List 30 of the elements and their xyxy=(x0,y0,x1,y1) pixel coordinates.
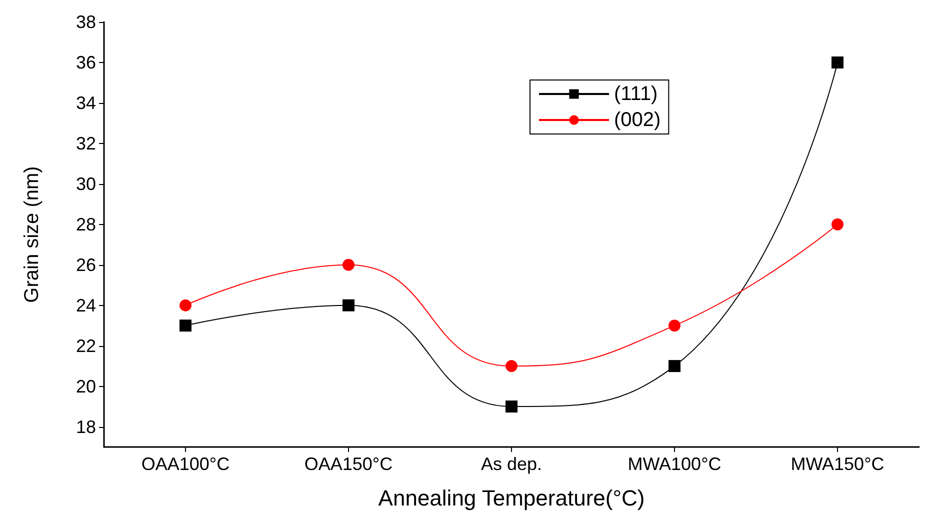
y-tick-label: 36 xyxy=(76,52,96,72)
legend-label: (111) xyxy=(614,83,658,105)
legend-label: (002) xyxy=(614,109,661,131)
y-tick-label: 34 xyxy=(76,92,96,113)
y-tick-label: 24 xyxy=(76,295,96,316)
point xyxy=(832,56,844,68)
y-tick-label: 38 xyxy=(76,12,96,32)
point xyxy=(506,400,518,413)
y-tick-label: 30 xyxy=(76,174,96,194)
point xyxy=(342,299,354,312)
x-axis-title: Annealing Temperature(°C) xyxy=(378,486,645,510)
y-tick-label: 26 xyxy=(76,254,96,275)
point xyxy=(506,360,518,372)
y-tick-label: 28 xyxy=(76,214,96,234)
point xyxy=(668,360,680,372)
y-tick-label: 20 xyxy=(76,376,96,396)
y-tick-label: 32 xyxy=(76,133,96,154)
point xyxy=(180,299,192,312)
x-tick-label: MWA150°C xyxy=(790,454,884,474)
x-tick-label: OAA100°C xyxy=(141,454,230,474)
y-tick-label: 18 xyxy=(76,416,96,437)
x-tick-label: MWA100°C xyxy=(628,454,722,474)
y-axis-title: Grain size (nm) xyxy=(21,166,43,303)
x-tick-label: OAA150°C xyxy=(304,454,393,474)
y-tick-label: 22 xyxy=(76,336,96,356)
point xyxy=(342,258,354,271)
x-tick-label: As dep. xyxy=(480,454,542,474)
point xyxy=(180,320,192,332)
point xyxy=(668,320,680,332)
point xyxy=(832,218,844,230)
